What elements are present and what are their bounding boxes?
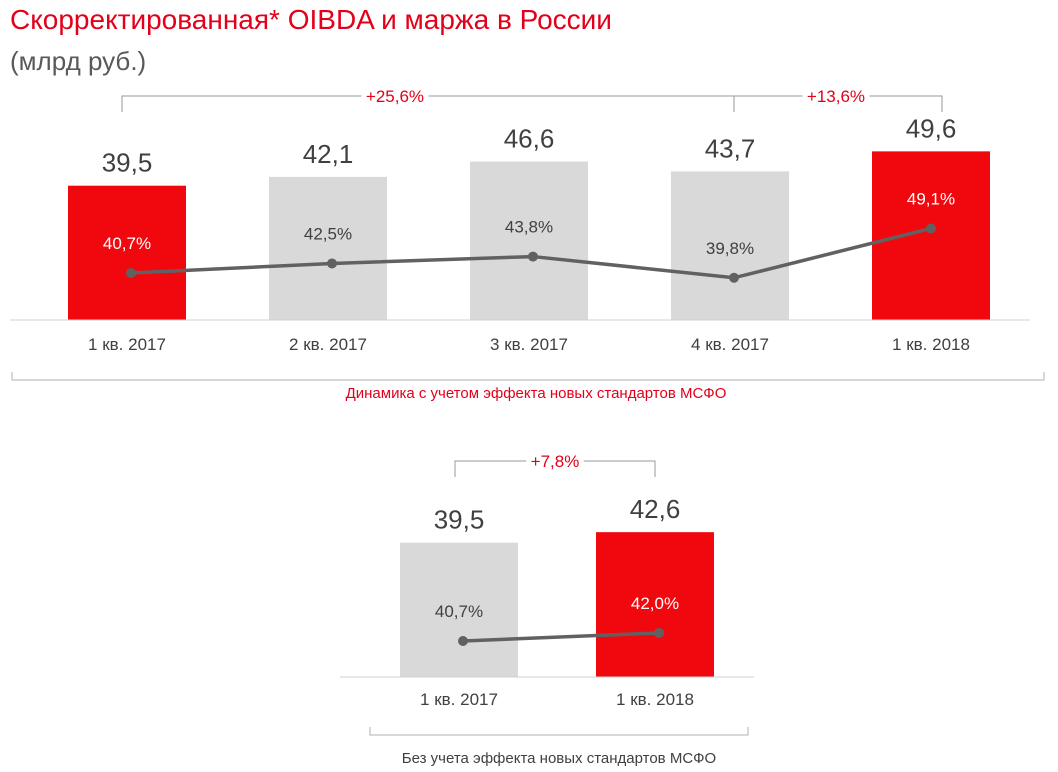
bar-value-label: 42,6 xyxy=(630,494,681,524)
bar-value-label: 43,7 xyxy=(705,133,756,163)
growth-bracket xyxy=(428,95,735,112)
caption-bracket xyxy=(11,372,1045,381)
bar-value-label: 46,6 xyxy=(504,124,555,154)
margin-line xyxy=(462,631,660,643)
margin-point xyxy=(126,268,136,278)
category-label: 1 кв. 2017 xyxy=(420,690,498,709)
growth-bracket xyxy=(733,95,803,112)
bar xyxy=(400,542,518,677)
category-label: 3 кв. 2017 xyxy=(490,335,568,354)
bar xyxy=(269,176,387,320)
bar-value-label: 42,1 xyxy=(303,139,354,169)
margin-label: 42,5% xyxy=(304,224,352,243)
margin-label: 40,7% xyxy=(435,602,483,621)
growth-label: +25,6% xyxy=(366,87,424,106)
chart-caption: Без учета эффекта новых стандартов МСФО xyxy=(402,750,716,767)
margin-point xyxy=(654,627,664,638)
growth-bracket xyxy=(583,460,656,477)
growth-label: +7,8% xyxy=(531,452,580,471)
margin-label: 49,1% xyxy=(907,189,955,208)
growth-bracket xyxy=(454,460,527,477)
bar-value-label: 49,6 xyxy=(906,113,957,143)
page-subtitle: (млрд руб.) xyxy=(10,46,147,76)
growth-label: +13,6% xyxy=(807,87,865,106)
margin-point xyxy=(327,258,337,269)
bar xyxy=(872,151,990,320)
margin-label: 43,8% xyxy=(505,218,553,237)
growth-bracket xyxy=(869,95,943,112)
margin-label: 42,0% xyxy=(631,594,679,613)
margin-label: 40,7% xyxy=(103,234,151,253)
bar xyxy=(596,532,714,677)
category-label: 4 кв. 2017 xyxy=(691,335,769,354)
category-label: 1 кв. 2017 xyxy=(88,335,166,354)
chart-caption: Динамика с учетом эффекта новых стандарт… xyxy=(346,385,727,402)
page-title: Скорректированная* OIBDA и маржа в Росси… xyxy=(10,4,612,35)
margin-point xyxy=(528,251,538,262)
bar xyxy=(68,185,186,320)
bar xyxy=(470,161,588,320)
bar xyxy=(671,171,789,320)
margin-label: 39,8% xyxy=(706,239,754,258)
category-label: 2 кв. 2017 xyxy=(289,335,367,354)
bar-value-label: 39,5 xyxy=(102,148,153,178)
margin-point xyxy=(729,272,739,283)
margin-point xyxy=(926,223,936,234)
growth-bracket xyxy=(121,95,362,112)
category-label: 1 кв. 2018 xyxy=(892,335,970,354)
category-label: 1 кв. 2018 xyxy=(616,690,694,709)
bar-value-label: 39,5 xyxy=(434,505,485,535)
caption-bracket xyxy=(369,727,749,736)
margin-point xyxy=(458,636,468,646)
